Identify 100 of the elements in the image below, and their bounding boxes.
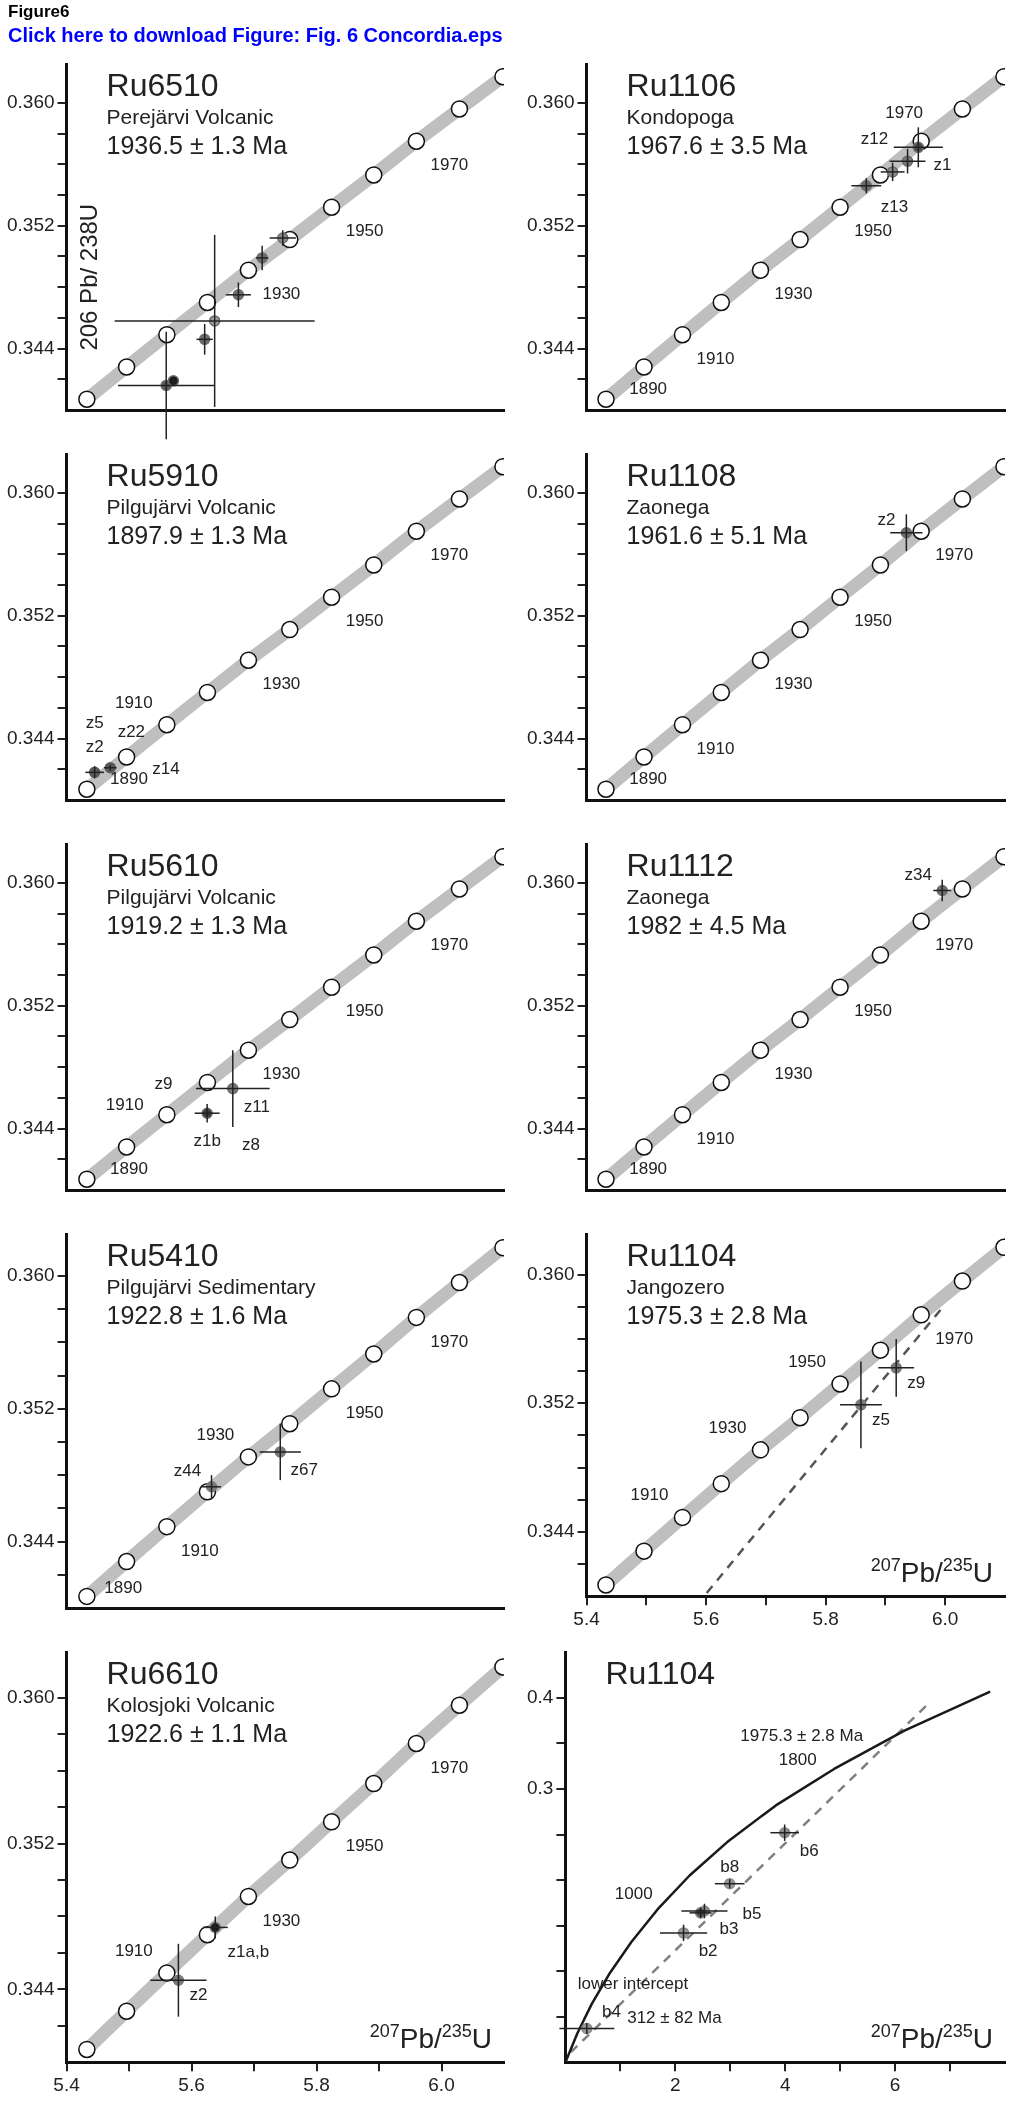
y-tick-label: 0.360	[527, 1262, 575, 1284]
annotation: 1970	[935, 545, 974, 565]
annotation: 1970	[430, 545, 469, 565]
annotation: 1922.8 ± 1.6 Ma	[106, 1301, 288, 1330]
annotation: 1897.9 ± 1.3 Ma	[106, 521, 288, 550]
y-tick-label: 0.360	[527, 871, 575, 893]
annotation: 1961.6 ± 5.1 Ma	[626, 521, 808, 550]
y-tick-label: 0.352	[7, 1831, 55, 1853]
annotation: b5	[742, 1903, 762, 1923]
annotation: z67	[290, 1459, 318, 1479]
annotation: z5	[85, 712, 104, 732]
chart-title: Ru5910	[106, 457, 219, 494]
x-tick-label: 5.8	[812, 1607, 839, 1629]
annotation: 1910	[696, 738, 735, 758]
y-tick-label: 0.352	[7, 993, 55, 1015]
annotation: 1890	[110, 1159, 148, 1179]
y-tick-label: 0.344	[7, 1116, 55, 1138]
annotation: 1970	[430, 155, 469, 175]
annotation: z2	[189, 1985, 208, 2005]
annotation: 1910	[105, 1094, 144, 1114]
annotation: 1910	[696, 1128, 735, 1148]
annotation: 1930	[708, 1417, 747, 1437]
annotation: b4	[601, 2002, 621, 2022]
annotation: 1950	[345, 611, 384, 631]
annotation: z5	[871, 1409, 890, 1429]
text: Jangozero	[626, 1275, 725, 1299]
x-tick-label: 2	[670, 2073, 681, 2095]
text: Perejärvi Volcanic	[106, 105, 274, 129]
annotation: z12	[860, 129, 889, 149]
annotation: 1950	[854, 1001, 893, 1021]
x-tick-label: 4	[779, 2073, 791, 2095]
y-tick-label: 0.352	[7, 1396, 55, 1418]
y-tick-label: 0.344	[527, 336, 575, 358]
annotation: 1890	[104, 1577, 143, 1597]
annotation: z1a,b	[227, 1941, 270, 1961]
annotation: z2	[85, 736, 104, 756]
y-tick-label: 0.344	[527, 726, 575, 748]
annotation: z2	[877, 509, 896, 529]
chart-title: Ru1104	[626, 1237, 737, 1274]
annotation: 1910	[696, 348, 735, 368]
annotation: 1970	[935, 1329, 974, 1349]
text: Zaonega	[626, 495, 710, 519]
y-tick-label: 0.360	[7, 481, 55, 503]
x-tick-label: 5.4	[573, 1607, 601, 1629]
annotation: z34	[904, 864, 932, 884]
annotation: b3	[719, 1919, 739, 1939]
annotation: 1975.3 ± 2.8 Ma	[626, 1301, 808, 1330]
annotation: 1000	[614, 1883, 653, 1903]
annotation: z14	[152, 758, 180, 778]
chart-title: Ru6610	[106, 1655, 219, 1692]
y-tick-label: 0.352	[527, 1391, 575, 1413]
annotation: 1930	[262, 674, 301, 694]
chart-title: Ru1112	[626, 847, 734, 884]
y-tick-label: 0.344	[527, 1520, 575, 1542]
annotation: 1890	[629, 769, 668, 789]
text: Figure6	[8, 1, 70, 21]
annotation: 1970	[430, 935, 469, 955]
annotation: 1930	[262, 1064, 301, 1084]
annotation: 1890	[629, 1159, 668, 1179]
text: Zaonega	[626, 885, 710, 909]
y-tick-label: 0.344	[7, 726, 55, 748]
annotation: 1890	[629, 379, 668, 399]
annotation: 1975.3 ± 2.8 Ma	[740, 1726, 864, 1746]
x-tick-label: 5.6	[178, 2073, 205, 2095]
x-tick-label: 5.8	[303, 2073, 330, 2095]
annotation: 1930	[774, 1064, 813, 1084]
y-tick-label: 0.360	[527, 481, 575, 503]
annotation: 1970	[430, 1757, 469, 1777]
chart-title: Ru5410	[106, 1237, 219, 1274]
annotation: z8	[241, 1134, 260, 1154]
annotation: z22	[117, 722, 146, 742]
y-tick-label: 0.3	[526, 1777, 554, 1799]
chart-title: Ru6510	[106, 67, 219, 104]
y-tick-label: 0.344	[7, 336, 55, 358]
y-tick-label: 0.352	[7, 603, 55, 625]
annotation: 1950	[345, 1001, 384, 1021]
annotation: 1930	[774, 674, 813, 694]
y-tick-label: 0.360	[7, 1686, 55, 1708]
chart-title: Ru1106	[626, 67, 737, 104]
x-tick-label: 5.4	[53, 2073, 81, 2095]
text: Pilgujärvi Sedimentary	[106, 1275, 316, 1299]
y-tick-label: 0.344	[7, 1977, 55, 1999]
annotation: 1950	[854, 611, 893, 631]
annotation: 1950	[854, 221, 893, 241]
annotation: z1b	[193, 1130, 221, 1150]
annotation: 1950	[345, 221, 384, 241]
chart-title: Ru5610	[106, 847, 219, 884]
annotation: 1910	[180, 1540, 219, 1560]
annotation: 1910	[114, 1940, 153, 1960]
annotation: z11	[243, 1096, 270, 1116]
annotation: 1967.6 ± 3.5 Ma	[626, 131, 808, 160]
y-tick-label: 0.352	[527, 213, 575, 235]
chart-title: Ru1108	[626, 457, 737, 494]
text: Click here to download Figure: Fig. 6 Concordia.eps	[8, 23, 503, 46]
annotation: 1930	[262, 284, 301, 304]
x-tick-label: 6.0	[932, 1607, 959, 1629]
text: Pilgujärvi Volcanic	[106, 495, 276, 519]
annotation: 1910	[114, 692, 153, 712]
annotation: 1930	[774, 284, 813, 304]
annotation: 1950	[345, 1836, 384, 1856]
